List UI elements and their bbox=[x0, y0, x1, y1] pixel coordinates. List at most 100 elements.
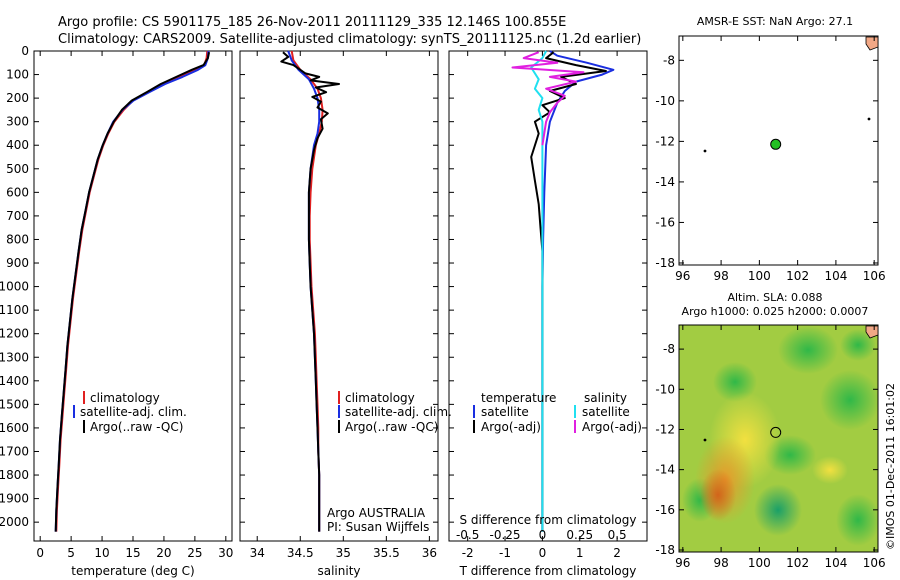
x-tick-label: 0 bbox=[36, 546, 44, 560]
x-tick-label: 96 bbox=[675, 269, 690, 283]
y-tick-label: -8 bbox=[663, 53, 675, 67]
float-pi-label: PI: Susan Wijffels bbox=[327, 520, 429, 534]
x-tick-label: 106 bbox=[863, 556, 886, 570]
salinity-series bbox=[280, 50, 340, 532]
y-tick-label: 300 bbox=[6, 115, 29, 129]
temperature-xlabel: temperature (deg C) bbox=[71, 564, 194, 578]
legend-label-climatology: climatology bbox=[345, 391, 415, 405]
difference-axes-frame bbox=[448, 50, 648, 542]
y-tick-label: 1400 bbox=[0, 374, 29, 388]
y-tick-label: -16 bbox=[655, 215, 675, 229]
salinity-legend: climatology satellite-adj. clim. Argo(..… bbox=[338, 391, 452, 434]
sla-green-patch bbox=[840, 329, 876, 361]
y-tick-label: 1900 bbox=[0, 492, 29, 506]
difference-legend: temperature salinity satellite Argo(-adj… bbox=[473, 391, 642, 434]
s-tick-label: 0.5 bbox=[608, 528, 627, 542]
x-tick-label: 35 bbox=[336, 546, 351, 560]
y-tick-label: 100 bbox=[6, 68, 29, 82]
y-tick-label: -12 bbox=[655, 422, 675, 436]
x-tick-label: 30 bbox=[218, 546, 233, 560]
sla-green-patch bbox=[836, 494, 878, 546]
y-tick-label: 1100 bbox=[0, 303, 29, 317]
s-tick-label: -0.25 bbox=[490, 528, 521, 542]
sla-green-patch bbox=[778, 326, 838, 374]
land-patch-northeast bbox=[865, 325, 879, 339]
y-tick-label: 1600 bbox=[0, 421, 29, 435]
series-line bbox=[511, 51, 585, 146]
sla-green-patch bbox=[713, 362, 757, 402]
legend-label-s-satellite: satellite bbox=[582, 405, 630, 419]
x-tick-label: 35.5 bbox=[373, 546, 400, 560]
x-tick-label: 96 bbox=[675, 556, 690, 570]
y-tick-label: 1700 bbox=[0, 444, 29, 458]
temperature-series bbox=[54, 50, 211, 532]
x-tick-label: 0 bbox=[539, 546, 547, 560]
sla-dark-green-patch bbox=[754, 484, 802, 536]
temperature-panel: 0 5 10 15 20 25 300100200300400500600700800900… bbox=[0, 44, 233, 578]
x-tick-label: 2 bbox=[613, 546, 621, 560]
x-tick-label: 34.5 bbox=[287, 546, 314, 560]
y-tick-label: 1300 bbox=[0, 350, 29, 364]
y-tick-label: 1000 bbox=[0, 280, 29, 294]
y-tick-label: -18 bbox=[655, 256, 675, 270]
x-tick-label: 106 bbox=[863, 269, 886, 283]
sla-red-patch bbox=[700, 469, 736, 521]
argo-position-marker bbox=[770, 426, 782, 438]
y-tick-label: -12 bbox=[655, 134, 675, 148]
legend-label-t-satellite: satellite bbox=[481, 405, 529, 419]
y-tick-label: 1200 bbox=[0, 327, 29, 341]
x-tick-label: -1 bbox=[499, 546, 511, 560]
x-tick-label: 98 bbox=[713, 269, 728, 283]
sla-map-frame bbox=[678, 324, 879, 553]
x-tick-label: 1 bbox=[576, 546, 584, 560]
y-tick-label: 500 bbox=[6, 162, 29, 176]
salinity-panel: 34 34.5 35 35.5 36 salinity climatology sate… bbox=[239, 50, 452, 578]
difference-xlabel-top: S difference from climatology bbox=[460, 513, 637, 527]
difference-xlabel-bottom: T difference from climatology bbox=[459, 564, 637, 578]
land-patch-northeast bbox=[865, 36, 879, 51]
x-tick-label: 10 bbox=[94, 546, 109, 560]
salinity-xlabel: salinity bbox=[317, 564, 360, 578]
sla-heatmap bbox=[679, 325, 878, 552]
series-line bbox=[280, 51, 340, 532]
legend-label-satellite: satellite-adj. clim. bbox=[345, 405, 452, 419]
series-line bbox=[541, 50, 615, 532]
x-tick-label: 98 bbox=[713, 556, 728, 570]
sla-map-panel: Altim. SLA: 0.088 Argo h1000: 0.025 h200… bbox=[655, 291, 885, 570]
x-tick-label: 104 bbox=[824, 556, 847, 570]
y-tick-label: 0 bbox=[21, 44, 29, 58]
difference-panel: -2 -1 0 1 2 T difference from climatology S … bbox=[448, 50, 648, 578]
y-tick-label: -10 bbox=[655, 382, 675, 396]
salinity-axes-frame bbox=[239, 50, 439, 542]
coast-speck-west bbox=[703, 149, 707, 153]
difference-series bbox=[511, 50, 615, 532]
y-tick-label: -8 bbox=[663, 342, 675, 356]
legend-label-argo: Argo(..raw -QC) bbox=[345, 420, 438, 434]
x-tick-label: 104 bbox=[824, 269, 847, 283]
sst-map-frame bbox=[678, 35, 879, 266]
x-tick-label: 100 bbox=[748, 269, 771, 283]
y-tick-label: 900 bbox=[6, 256, 29, 270]
x-tick-label: 34 bbox=[250, 546, 265, 560]
sla-yellow-patch bbox=[812, 456, 848, 484]
y-tick-label: 1800 bbox=[0, 468, 29, 482]
float-program-label: Argo AUSTRALIA bbox=[327, 506, 426, 520]
y-tick-label: 800 bbox=[6, 232, 29, 246]
s-tick-label: -0.5 bbox=[456, 528, 479, 542]
sst-map-ticks: 96 98 100 102 104 106 -8 -10 -12 -14 -16 -18 bbox=[655, 36, 886, 283]
series-line bbox=[287, 50, 321, 532]
x-tick-label: 102 bbox=[786, 269, 809, 283]
series-line bbox=[54, 52, 211, 532]
x-tick-label: 36 bbox=[422, 546, 437, 560]
coast-speck-east bbox=[867, 117, 871, 121]
x-tick-label: 100 bbox=[748, 556, 771, 570]
legend-label-climatology: climatology bbox=[90, 391, 160, 405]
salinity-ticks: 34 34.5 35 35.5 36 bbox=[240, 50, 438, 560]
y-tick-label: -14 bbox=[655, 463, 675, 477]
x-tick-label: 5 bbox=[67, 546, 75, 560]
series-line bbox=[55, 50, 209, 532]
legend-label-t-argo: Argo(-adj) bbox=[481, 420, 541, 434]
sla-map-title-line2: Argo h1000: 0.025 h2000: 0.0007 bbox=[682, 305, 869, 318]
sla-map-ticks: 96 98 100 102 104 106 -8 -10 -12 -14 -16 -18 bbox=[655, 325, 886, 570]
